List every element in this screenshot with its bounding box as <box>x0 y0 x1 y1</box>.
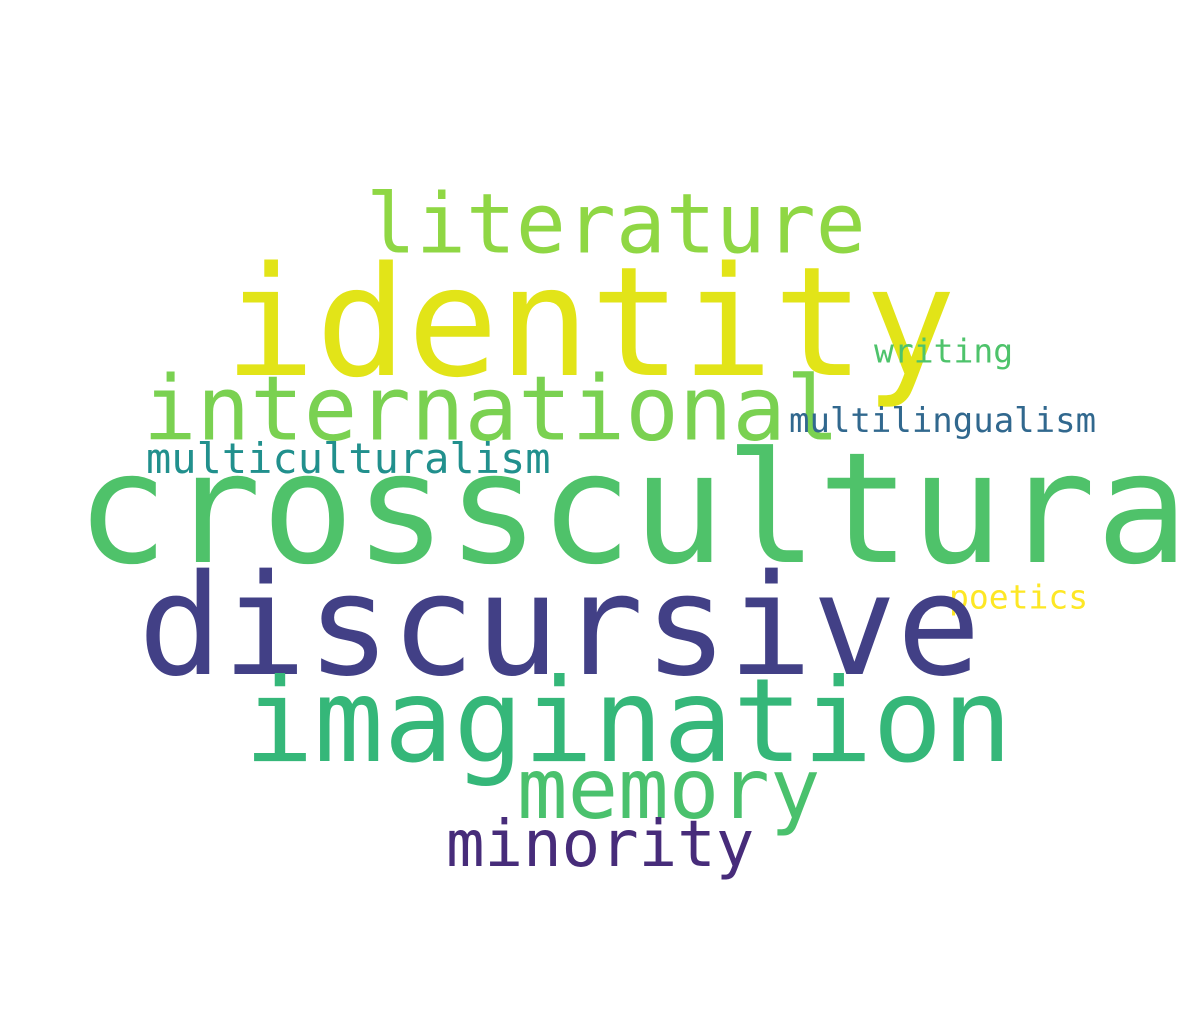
word-literature: literature <box>366 175 866 273</box>
word-poetics: poetics <box>949 577 1089 617</box>
word-multiculturalism: multiculturalism <box>146 434 551 483</box>
word-imagination: imagination <box>244 654 1013 789</box>
word-writing: writing <box>874 331 1014 371</box>
word-multilingualism: multilingualism <box>789 401 1097 441</box>
word-minority: minority <box>446 808 755 882</box>
word-memory: memory <box>517 740 821 838</box>
word-discursive: discursive <box>138 545 981 708</box>
word-identity: identity <box>224 234 957 411</box>
word-international: international <box>143 356 840 461</box>
word-crosscultural: crosscultural <box>76 420 1190 599</box>
